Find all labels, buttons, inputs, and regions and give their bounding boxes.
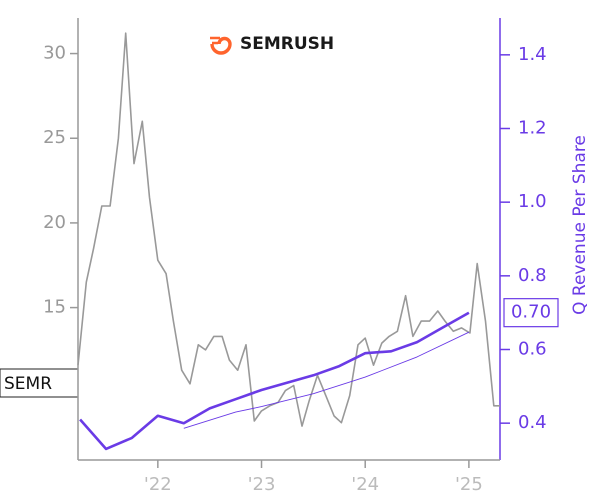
x-tick-label: '23 [248, 474, 276, 495]
y2-tick-label: 1.0 [518, 191, 547, 212]
series-line [79, 311, 470, 451]
y2-tick-label: 1.4 [518, 44, 547, 65]
y2-tick-label: 0.6 [518, 339, 547, 360]
y2-tick-label: 0.4 [518, 412, 547, 433]
x-tick-label: '22 [144, 474, 172, 495]
ticker-label: SEMR [4, 374, 52, 394]
y2-tick-label: 1.2 [518, 118, 547, 139]
series-line [183, 331, 470, 429]
series-line [77, 32, 500, 427]
y-tick-label: 30 [43, 43, 66, 64]
y-tick-label: 25 [43, 127, 66, 148]
value-label: 0.70 [511, 302, 551, 323]
y2-axis-label: Q Revenue Per Share [570, 135, 590, 315]
logo: SEMRUSH [210, 34, 334, 55]
y-tick-label: 20 [43, 212, 66, 233]
logo-icon [210, 36, 220, 45]
y-tick-label: 15 [43, 297, 66, 318]
x-tick-label: '25 [455, 474, 483, 495]
value-label-box [503, 298, 559, 328]
y2-tick-label: 0.8 [518, 265, 547, 286]
logo-icon [210, 36, 232, 55]
logo-text: SEMRUSH [240, 34, 334, 54]
x-tick-label: '24 [351, 474, 379, 495]
